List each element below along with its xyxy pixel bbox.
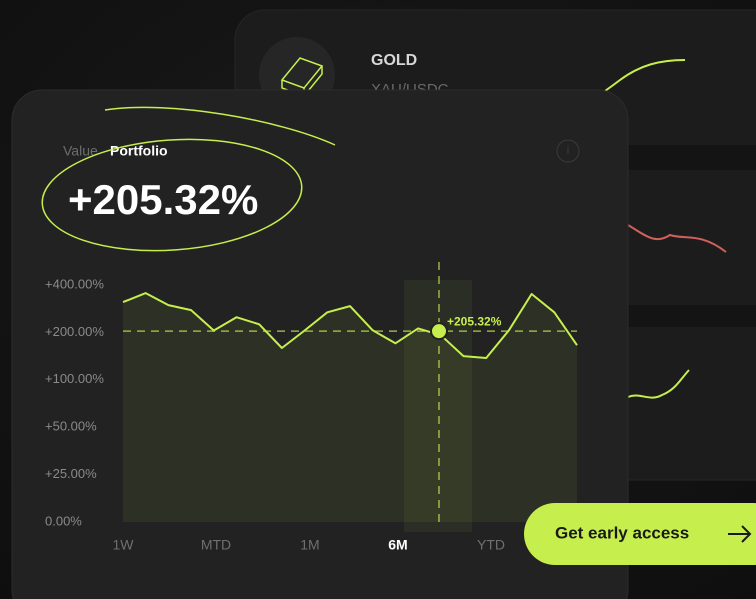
selected-point — [431, 323, 447, 339]
y-tick-label: +25.00% — [45, 466, 97, 481]
selected-label: +205.32% — [447, 314, 502, 328]
y-tick-label: 0.00% — [45, 513, 82, 528]
headline-value: +205.32% — [68, 176, 258, 223]
x-tick-label: MTD — [201, 537, 231, 553]
y-tick-label: +50.00% — [45, 419, 97, 434]
info-icon-glyph: i — [567, 143, 570, 157]
y-tick-label: +200.00% — [45, 324, 104, 339]
asset-name: GOLD — [371, 52, 417, 69]
scene: GOLD XAU/USDC i Value Portfolio +205.32%… — [0, 0, 756, 599]
x-tick-label: 1M — [300, 537, 319, 553]
page: GOLD XAU/USDC i Value Portfolio +205.32%… — [0, 0, 756, 599]
cta-label[interactable]: Get early access — [555, 523, 689, 542]
y-tick-label: +100.00% — [45, 371, 104, 386]
tab-active[interactable]: Portfolio — [110, 143, 168, 159]
x-tick-label: YTD — [477, 537, 505, 553]
x-tick-label: 1W — [113, 537, 135, 553]
x-tick-label-active: 6M — [388, 537, 407, 553]
y-tick-label: +400.00% — [45, 276, 104, 291]
